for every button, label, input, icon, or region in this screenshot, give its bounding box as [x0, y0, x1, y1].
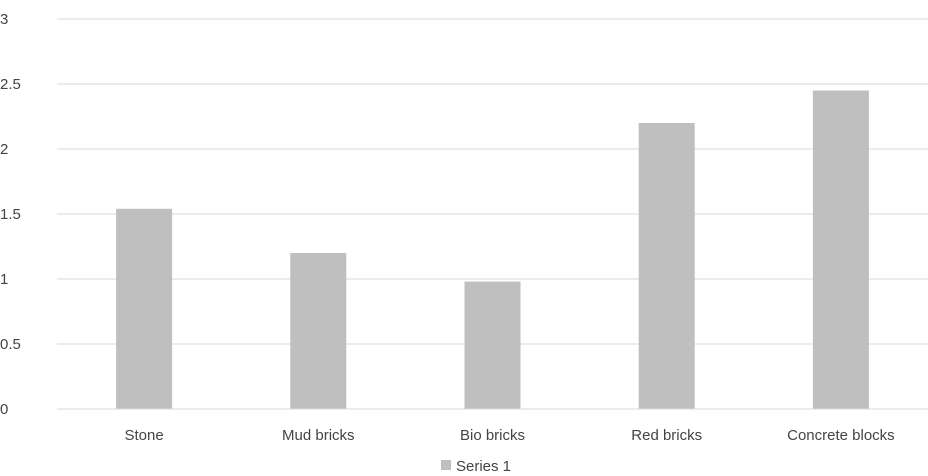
x-axis-ticks: Stone Mud bricks Bio bricks Red bricks Concr…: [124, 427, 894, 444]
x-tick-label: Concrete blocks: [787, 427, 895, 444]
bars: [116, 90, 869, 409]
bar: [116, 208, 173, 409]
legend: Series 1: [441, 458, 511, 475]
legend-label-series-1: Series 1: [456, 458, 511, 475]
x-tick-label: Mud bricks: [282, 427, 355, 444]
legend-swatch-series-1: [441, 460, 451, 470]
y-tick-label: 0.5: [0, 336, 21, 353]
bar: [290, 253, 347, 409]
bar: [464, 281, 521, 409]
y-tick-label: 1: [0, 271, 8, 288]
x-tick-label: Bio bricks: [460, 427, 525, 444]
y-axis-ticks: 0 0.5 1 1.5 2 2.5 3: [0, 11, 21, 418]
y-tick-label: 2.5: [0, 76, 21, 93]
x-tick-label: Stone: [124, 427, 163, 444]
y-tick-label: 0: [0, 401, 8, 418]
y-tick-label: 3: [0, 11, 8, 28]
bar: [638, 123, 695, 409]
bar: [812, 90, 869, 409]
y-tick-label: 2: [0, 141, 8, 158]
y-tick-label: 1.5: [0, 206, 21, 223]
gridlines: [57, 18, 928, 345]
x-tick-label: Red bricks: [631, 427, 702, 444]
